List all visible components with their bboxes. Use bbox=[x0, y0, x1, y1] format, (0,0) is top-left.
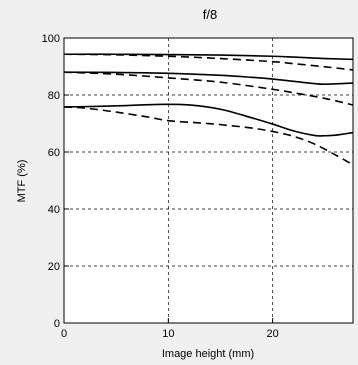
plot-area bbox=[63, 37, 354, 324]
y-tick-label: 40 bbox=[48, 204, 60, 216]
x-tick-label: 10 bbox=[162, 328, 174, 340]
mtf-curve-4-dashed bbox=[63, 71, 354, 106]
chart-title: f/8 bbox=[203, 7, 217, 22]
y-tick-label: 80 bbox=[48, 90, 60, 102]
mtf-curve-5-solid bbox=[63, 103, 354, 137]
plot-border bbox=[63, 37, 354, 324]
x-tick-label: 20 bbox=[267, 328, 279, 340]
mtf-curve-3-solid bbox=[63, 71, 354, 85]
x-tick-label: 0 bbox=[61, 328, 67, 340]
y-tick-label: 0 bbox=[54, 318, 60, 330]
y-tick-label: 20 bbox=[48, 261, 60, 273]
x-axis-title: Image height (mm) bbox=[162, 348, 254, 360]
mtf-curve-6-dashed bbox=[63, 106, 354, 166]
series-layer bbox=[63, 53, 354, 166]
y-tick-label: 60 bbox=[48, 147, 60, 159]
mtf-curve-2-dashed bbox=[63, 53, 354, 71]
grid-lines bbox=[64, 38, 353, 323]
y-axis-title: MTF (%) bbox=[16, 160, 28, 203]
y-tick-label: 100 bbox=[42, 33, 60, 45]
ticks: 0 10 20 0 20 40 60 80 100 bbox=[42, 33, 279, 340]
